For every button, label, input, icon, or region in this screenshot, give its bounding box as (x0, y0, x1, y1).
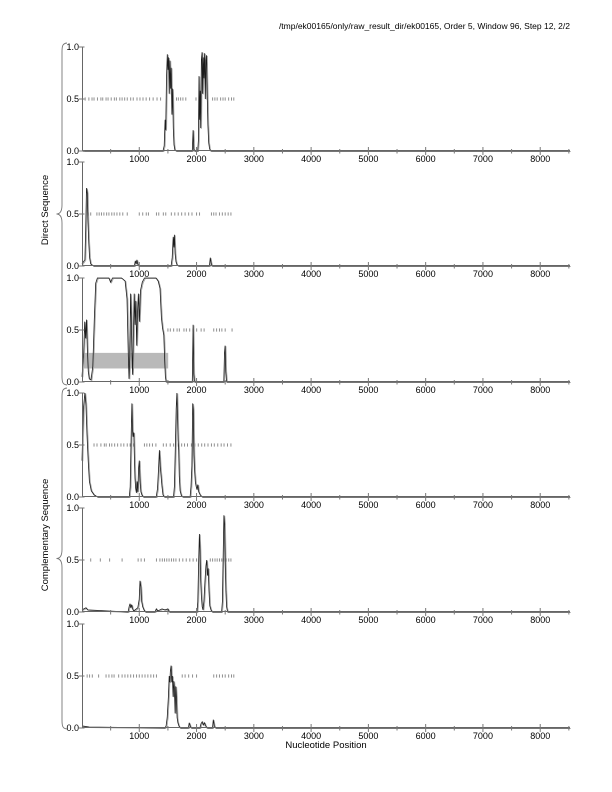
page-title: /tmp/ek00165/only/raw_result_dir/ek00165… (278, 21, 570, 31)
probability-curve (81, 392, 570, 498)
x-tick-label: 8000 (530, 730, 551, 741)
y-tick-label: 1.0 (66, 272, 79, 283)
panel-complementary-frame-1: 1000 2000 3000 4000 5000 6000 7000 8000 1.0 0.5 0.… (66, 388, 571, 510)
x-tick-label: 8000 (530, 499, 551, 510)
x-tick-label: 7000 (472, 269, 493, 280)
x-tick-label: 7000 (472, 499, 493, 510)
x-tick-label: 5000 (358, 384, 379, 395)
x-tick-label: 4000 (301, 499, 322, 510)
x-tick-label: 1000 (129, 154, 150, 164)
x-tick-label: 8000 (530, 154, 551, 164)
y-tick-label: 0.5 (66, 670, 79, 681)
panel-complementary-frame-2: 1000 2000 3000 4000 5000 6000 7000 8000 1.0 0.5 0.… (66, 503, 571, 625)
panel-plot-complementary-frame-1 (79, 392, 571, 501)
x-tick-label: 8000 (530, 269, 551, 280)
x-tick-label: 7000 (472, 615, 493, 626)
y-tick-label: 0.5 (66, 209, 79, 220)
x-tick-label: 4000 (301, 154, 322, 164)
x-tick-label: 2000 (186, 730, 207, 741)
x-tick-label: 4000 (301, 730, 322, 741)
x-tick-label: 8000 (530, 384, 551, 395)
x-tick-label: 2000 (186, 384, 207, 395)
x-tick-label: 6000 (415, 154, 436, 164)
x-tick-label: 6000 (415, 384, 436, 395)
panel-direct-frame-3: 1000 2000 3000 4000 5000 6000 7000 8000 1.0 0.5 0.… (66, 273, 571, 395)
x-tick-label: 2000 (186, 154, 207, 164)
probability-curve (81, 665, 570, 728)
predicted-gene-bar (84, 352, 169, 369)
x-tick-label: 5000 (358, 154, 379, 164)
x-tick-label: 1000 (129, 269, 150, 280)
y-tick-label: 0.5 (66, 555, 79, 566)
y-tick-label: 1.0 (66, 618, 79, 629)
complementary-sequence-brace (56, 387, 68, 730)
x-tick-label: 5000 (358, 730, 379, 741)
x-tick-label: 6000 (415, 499, 436, 510)
panel-direct-frame-1: 1000 2000 3000 4000 5000 6000 7000 8000 1.0 0.5 0.… (66, 42, 571, 164)
panel-direct-frame-2: 1000 2000 3000 4000 5000 6000 7000 8000 1.0 0.5 0.… (66, 157, 571, 279)
y-tick-label: 0.0 (66, 261, 79, 272)
x-axis-title: Nucleotide Position (285, 740, 367, 751)
direct-sequence-label: Direct Sequence (40, 174, 51, 246)
x-tick-label: 7000 (472, 154, 493, 164)
x-tick-label: 8000 (530, 615, 551, 626)
y-tick-label: 1.0 (66, 503, 79, 514)
y-tick-label: 0.5 (66, 94, 79, 104)
x-tick-label: 3000 (243, 615, 264, 626)
x-tick-label: 2000 (186, 269, 207, 280)
probability-curve (82, 516, 571, 614)
x-tick-label: 5000 (358, 499, 379, 510)
x-tick-label: 1000 (129, 615, 150, 626)
x-tick-label: 6000 (415, 730, 436, 741)
probability-curve (82, 393, 571, 498)
x-tick-label: 1000 (129, 384, 150, 395)
x-tick-label: 5000 (358, 615, 379, 626)
x-tick-label: 7000 (472, 730, 493, 741)
y-tick-label: 1.0 (66, 157, 79, 168)
x-tick-label: 6000 (415, 615, 436, 626)
probability-curve (81, 188, 570, 267)
x-tick-label: 4000 (301, 615, 322, 626)
y-tick-label: 0.5 (66, 324, 79, 335)
direct-sequence-brace (56, 42, 68, 386)
x-tick-label: 2000 (186, 499, 207, 510)
probability-curve (82, 52, 570, 152)
x-tick-label: 3000 (243, 499, 264, 510)
x-tick-label: 3000 (243, 730, 264, 741)
x-tick-label: 1000 (129, 499, 150, 510)
x-tick-label: 3000 (243, 269, 264, 280)
probability-curve (82, 188, 571, 268)
x-tick-label: 4000 (301, 384, 322, 395)
x-tick-label: 1000 (129, 730, 150, 741)
y-tick-label: 1.0 (66, 42, 79, 52)
x-tick-label: 4000 (301, 269, 322, 280)
panel-plot-complementary-frame-3 (79, 623, 571, 732)
y-tick-label: 0.0 (66, 607, 79, 618)
y-tick-label: 0.5 (66, 439, 79, 450)
y-tick-label: 1.0 (66, 387, 79, 398)
panel-plot-direct-frame-2 (79, 161, 571, 271)
y-tick-label: 0.0 (66, 491, 79, 502)
panel-plot-direct-frame-3 (79, 277, 571, 386)
x-tick-label: 6000 (415, 269, 436, 280)
probability-curve (81, 515, 570, 613)
x-tick-label: 3000 (243, 384, 264, 395)
probability-curve (82, 52, 571, 152)
y-tick-label: 0.0 (66, 722, 79, 733)
panel-complementary-frame-3: 1000 2000 3000 4000 5000 6000 7000 8000 1.0 0.5 0.… (66, 619, 571, 741)
complementary-sequence-label: Complementary Sequence (40, 478, 51, 592)
x-tick-label: 2000 (186, 615, 207, 626)
panel-plot-direct-frame-1 (79, 46, 571, 155)
x-tick-label: 7000 (472, 384, 493, 395)
y-tick-label: 0.0 (66, 376, 79, 387)
panel-plot-complementary-frame-2 (79, 507, 571, 617)
x-tick-label: 3000 (243, 154, 264, 164)
x-tick-label: 5000 (358, 269, 379, 280)
y-tick-label: 0.0 (66, 146, 79, 156)
